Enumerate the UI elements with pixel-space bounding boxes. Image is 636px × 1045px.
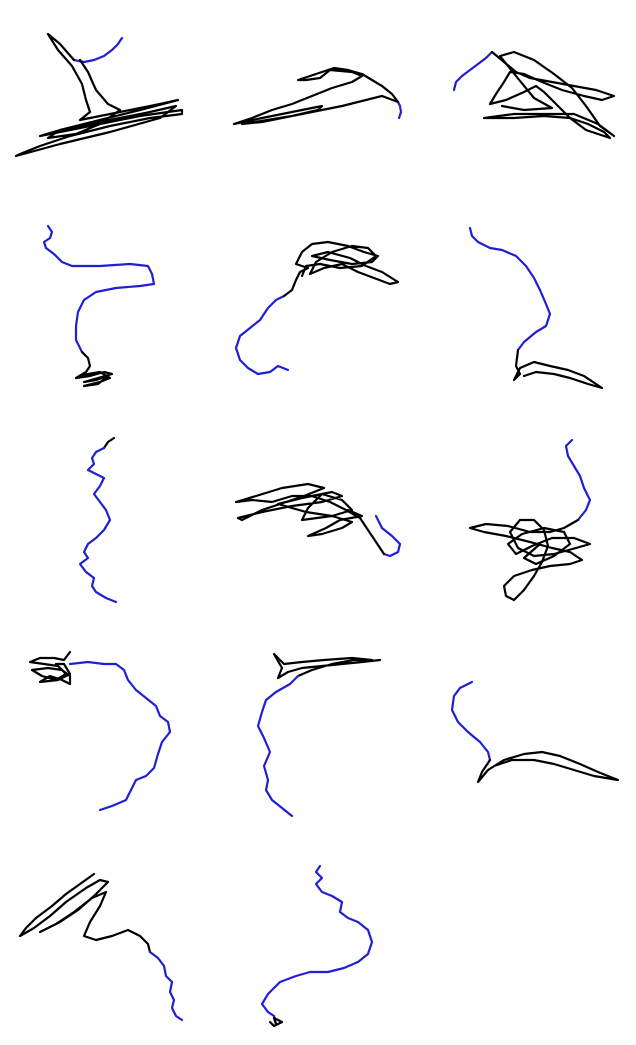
trail-segment-blue	[374, 514, 402, 558]
trail-segment-black	[14, 32, 184, 158]
trail-segment-blue	[396, 100, 403, 120]
trail-segment-blue	[468, 226, 552, 352]
trajectory-panel-7	[0, 416, 212, 624]
trail-segment-black	[28, 650, 72, 686]
trajectory-panel-12	[424, 624, 636, 832]
trail-segment-blue	[452, 50, 494, 92]
trajectory-panel-1	[0, 0, 212, 208]
trail-segment-blue	[78, 446, 118, 604]
trajectory-plot-13	[18, 872, 184, 1022]
trajectory-panel-5	[212, 208, 424, 416]
trail-segment-black	[234, 482, 386, 556]
trajectory-panel-9	[424, 416, 636, 624]
trail-segment-blue	[564, 438, 592, 522]
trajectory-plot-8	[234, 482, 402, 558]
trail-segment-black	[232, 66, 400, 126]
trail-segment-black	[482, 50, 616, 140]
trail-segment-blue	[68, 660, 172, 812]
trail-segment-blue	[42, 224, 156, 354]
trajectory-plot-11	[256, 652, 382, 818]
trail-segment-black	[268, 1016, 284, 1028]
trajectory-plot-6	[468, 226, 604, 390]
trajectory-plot-4	[42, 224, 156, 388]
trajectory-plot-9	[468, 438, 592, 602]
trajectory-plot-5	[234, 240, 400, 376]
trail-segment-black	[74, 350, 114, 388]
trajectory-panel-13	[0, 832, 212, 1040]
trajectory-plot-2	[232, 66, 403, 126]
trail-segment-blue	[260, 864, 374, 1026]
trajectory-panel-8	[212, 416, 424, 624]
trajectory-plot-3	[452, 50, 616, 140]
trajectory-panel-14	[212, 832, 424, 1040]
trajectory-panel-11	[212, 624, 424, 832]
trajectory-plot-12	[450, 680, 620, 784]
trail-segment-black	[282, 240, 400, 298]
trail-segment-black	[468, 518, 592, 602]
trajectory-plot-10	[28, 650, 172, 812]
trail-segment-black	[102, 436, 116, 450]
trajectory-panel-6	[424, 208, 636, 416]
trail-segment-black	[512, 348, 604, 390]
trajectory-panel-2	[212, 0, 424, 208]
trajectory-panel-3	[424, 0, 636, 208]
trail-segment-blue	[256, 674, 300, 818]
trail-segment-blue	[234, 294, 290, 376]
trail-segment-blue	[148, 950, 184, 1022]
trajectory-plot-14	[260, 864, 374, 1028]
trail-segment-black	[18, 872, 152, 954]
trail-segment-blue	[72, 36, 124, 64]
trajectory-panel-10	[0, 624, 212, 832]
trajectory-plot-1	[14, 32, 184, 158]
trail-segment-black	[476, 750, 620, 784]
trail-segment-blue	[450, 680, 492, 762]
trajectory-panel-4	[0, 208, 212, 416]
trajectory-plot-7	[78, 436, 118, 604]
trail-segment-black	[272, 652, 382, 680]
